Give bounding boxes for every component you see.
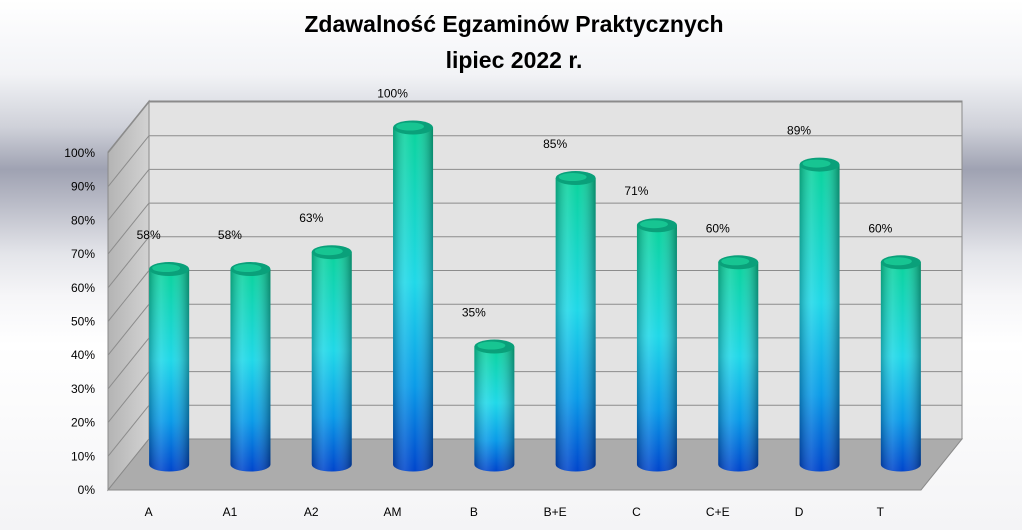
data-labels: 58% 58% 63% 100% 35% 85% 71% 60% 89% 60% xyxy=(137,87,893,320)
data-label: 89% xyxy=(787,124,811,138)
bar xyxy=(718,255,759,472)
bar-shading xyxy=(555,178,596,472)
x-category-label: C xyxy=(632,505,641,519)
bar-shading xyxy=(393,127,434,472)
gridline-side xyxy=(107,303,150,356)
bar xyxy=(799,157,840,472)
data-label: 58% xyxy=(137,228,161,242)
y-tick-label: 10% xyxy=(71,449,95,463)
gridline-side xyxy=(107,270,150,322)
bar xyxy=(474,339,515,472)
bar-shading xyxy=(311,252,352,472)
bar-cap-highlight xyxy=(314,247,343,256)
bar xyxy=(555,171,596,472)
bar xyxy=(636,218,677,472)
bar-cap-highlight xyxy=(883,257,912,266)
x-category-label: A1 xyxy=(223,505,238,519)
x-category-label: AM xyxy=(384,505,402,519)
x-category-label: B xyxy=(470,505,478,519)
gridline-side xyxy=(107,101,150,154)
gridline-side xyxy=(107,169,150,221)
gridline-side xyxy=(107,202,150,255)
data-label: 58% xyxy=(218,228,242,242)
bar-shading xyxy=(149,269,190,472)
bar-shading xyxy=(718,262,759,472)
bar-shading xyxy=(636,225,677,472)
bar-cap-highlight xyxy=(558,173,587,182)
y-tick-label: 60% xyxy=(71,281,95,295)
bar-shading xyxy=(474,346,515,472)
chart-title: Zdawalność Egzaminów Praktycznych xyxy=(304,11,723,37)
bar-cap-highlight xyxy=(233,264,262,273)
bar-shading xyxy=(230,269,271,472)
x-category-label: A2 xyxy=(304,505,319,519)
bar-shading xyxy=(880,262,921,472)
y-tick-label: 90% xyxy=(71,180,95,194)
x-category-label: T xyxy=(877,505,885,519)
y-tick-label: 0% xyxy=(78,483,96,497)
x-category-label: C+E xyxy=(706,505,730,519)
data-label: 35% xyxy=(462,306,486,320)
gridline-side xyxy=(107,371,150,423)
gridline-side xyxy=(107,135,150,188)
data-label: 60% xyxy=(868,221,892,235)
data-label: 63% xyxy=(299,211,323,225)
data-label: 60% xyxy=(706,221,730,235)
gridline-side xyxy=(107,337,150,390)
y-tick-label: 100% xyxy=(64,146,95,160)
bar xyxy=(880,255,921,472)
bar-cap-highlight xyxy=(639,220,668,229)
gridline-side xyxy=(107,236,150,289)
gridline-side xyxy=(107,404,150,457)
bar-cap-highlight xyxy=(152,264,181,273)
bar xyxy=(230,262,271,472)
bar-cap-highlight xyxy=(721,257,750,266)
y-tick-label: 50% xyxy=(71,315,95,329)
x-category-label: B+E xyxy=(544,505,567,519)
x-category-label: A xyxy=(145,505,153,519)
chart-subtitle: lipiec 2022 r. xyxy=(446,47,583,73)
y-tick-label: 30% xyxy=(71,382,95,396)
data-label: 71% xyxy=(624,184,648,198)
bar-shading xyxy=(799,164,840,472)
bar-cap-highlight xyxy=(802,159,831,168)
bar xyxy=(149,262,190,472)
x-category-label: D xyxy=(795,505,804,519)
bar xyxy=(311,245,352,472)
bar xyxy=(393,120,434,472)
bar-cap-highlight xyxy=(477,341,506,350)
data-label: 100% xyxy=(377,87,408,101)
data-label: 85% xyxy=(543,137,567,151)
bars xyxy=(149,120,921,472)
y-tick-label: 80% xyxy=(71,213,95,227)
y-tick-label: 70% xyxy=(71,247,95,261)
bar-cap-highlight xyxy=(396,122,425,131)
y-tick-label: 40% xyxy=(71,348,95,362)
x-axis-categories: A A1 A2 AM B B+E C C+E D T xyxy=(145,505,885,519)
y-tick-label: 20% xyxy=(71,416,95,430)
y-axis-ticks: 0% 10% 20% 30% 40% 50% 60% 70% 80% 90% 100% xyxy=(64,146,95,497)
